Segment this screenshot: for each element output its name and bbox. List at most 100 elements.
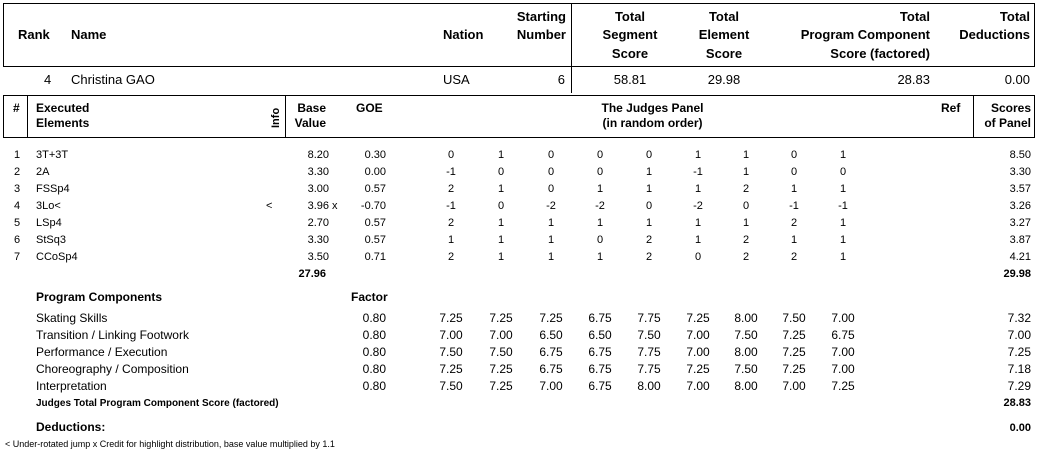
component-judge-score: 7.50	[489, 345, 513, 359]
component-judge-score: 7.50	[734, 328, 758, 342]
component-judge-score: 7.25	[831, 379, 855, 393]
header-starting-2: Number	[516, 27, 566, 42]
components-header-label: Program Components	[36, 290, 163, 304]
header-ded-2: Deductions	[959, 27, 1030, 42]
col-panel-1: The Judges Panel	[601, 101, 704, 115]
element-base: 3.00	[307, 183, 329, 195]
component-judge-score: 7.00	[686, 345, 710, 359]
skater-name: Christina GAO	[71, 72, 155, 87]
element-judge-score: 1	[839, 183, 847, 195]
element-num: 1	[14, 149, 21, 161]
element-goe: 0.57	[364, 217, 386, 229]
element-judge-score: 2	[790, 251, 798, 263]
component-judge-score: 8.00	[734, 345, 758, 359]
header-tss-3: Score	[611, 46, 649, 61]
col-base-2: Value	[294, 116, 326, 130]
element-name: FSSp4	[36, 183, 70, 195]
element-panel-score: 3.87	[1009, 234, 1031, 246]
skater-tss: 58.81	[613, 72, 647, 87]
elements-divider-1	[27, 95, 28, 138]
header-pcs-1: Total	[899, 9, 930, 24]
element-judge-score: 1	[497, 149, 505, 161]
element-judge-score: 1	[596, 251, 604, 263]
component-judge-score: 7.00	[782, 379, 806, 393]
element-judge-score: 0	[547, 183, 555, 195]
component-judge-score: 6.75	[588, 345, 612, 359]
element-judge-score: 0	[547, 149, 555, 161]
component-panel-score: 7.25	[1007, 345, 1031, 359]
element-judge-score: -1	[446, 200, 456, 212]
component-judge-score: 7.25	[489, 379, 513, 393]
component-judge-score: 7.25	[489, 362, 513, 376]
element-base: 8.20	[307, 149, 329, 161]
component-judge-score: 7.25	[489, 311, 513, 325]
component-panel-score: 7.18	[1007, 362, 1031, 376]
element-judge-score: 2	[742, 234, 750, 246]
element-judge-score: 1	[497, 251, 505, 263]
element-judge-score: 1	[742, 166, 750, 178]
component-judge-score: 7.00	[831, 345, 855, 359]
element-judge-score: 2	[645, 234, 653, 246]
skater-nation: USA	[443, 72, 470, 87]
element-judge-score: 0	[596, 234, 604, 246]
component-judge-score: 7.25	[782, 345, 806, 359]
component-judge-score: 6.75	[588, 362, 612, 376]
component-judge-score: 7.00	[489, 328, 513, 342]
element-judge-score: 1	[742, 217, 750, 229]
component-judge-score: 7.00	[539, 379, 563, 393]
component-panel-score: 7.00	[1007, 328, 1031, 342]
element-judge-score: 1	[497, 217, 505, 229]
component-name: Choreography / Composition	[36, 362, 189, 376]
col-exec-2: Elements	[36, 116, 90, 130]
element-judge-score: 0	[645, 200, 653, 212]
element-judge-score: 1	[645, 183, 653, 195]
component-judge-score: 7.75	[637, 345, 661, 359]
component-name: Interpretation	[36, 379, 107, 393]
component-name: Skating Skills	[36, 311, 108, 325]
col-base-1: Base	[297, 101, 326, 115]
element-judge-score: 1	[497, 234, 505, 246]
element-base: 3.30	[307, 234, 329, 246]
element-goe: 0.57	[364, 234, 386, 246]
component-judge-score: 7.00	[831, 311, 855, 325]
element-judge-score: 0	[790, 166, 798, 178]
element-judge-score: 0	[447, 149, 455, 161]
deductions-label: Deductions:	[36, 420, 106, 434]
element-base: 3.30	[307, 166, 329, 178]
col-goe: GOE	[356, 101, 383, 115]
skater-ded: 0.00	[1004, 72, 1030, 87]
component-factor: 0.80	[362, 379, 386, 393]
element-judge-score: 0	[596, 166, 604, 178]
element-goe: 0.57	[364, 183, 386, 195]
element-judge-score: -1	[693, 166, 703, 178]
col-num: #	[13, 101, 20, 115]
element-judge-score: 0	[742, 200, 750, 212]
component-judge-score: 6.75	[539, 362, 563, 376]
element-judge-score: -2	[546, 200, 556, 212]
component-factor: 0.80	[362, 328, 386, 342]
pcs-total-value: 28.83	[1003, 397, 1031, 409]
element-panel-score: 3.27	[1009, 217, 1031, 229]
header-rank: Rank	[18, 27, 50, 42]
element-name: CCoSp4	[36, 251, 78, 263]
element-goe: 0.30	[364, 149, 386, 161]
col-info: Info	[270, 107, 282, 128]
header-nation: Nation	[443, 27, 484, 42]
header-name: Name	[71, 27, 107, 42]
header-starting-1: Starting	[516, 9, 566, 24]
component-factor: 0.80	[362, 362, 386, 376]
component-judge-score: 8.00	[637, 379, 661, 393]
element-judge-score: 1	[645, 217, 653, 229]
component-name: Performance / Execution	[36, 345, 168, 359]
element-judge-score: 1	[839, 149, 847, 161]
element-judge-score: 2	[447, 217, 455, 229]
header-pcs-3: Score (factored)	[830, 46, 930, 61]
element-judge-score: 1	[497, 183, 505, 195]
header-pcs-2: Program Component	[800, 27, 930, 42]
element-judge-score: 1	[547, 217, 555, 229]
header-tss-2: Segment	[602, 27, 658, 42]
component-factor: 0.80	[362, 345, 386, 359]
element-judge-score: -1	[838, 200, 848, 212]
element-judge-score: 1	[790, 234, 798, 246]
summary-divider	[571, 3, 572, 93]
